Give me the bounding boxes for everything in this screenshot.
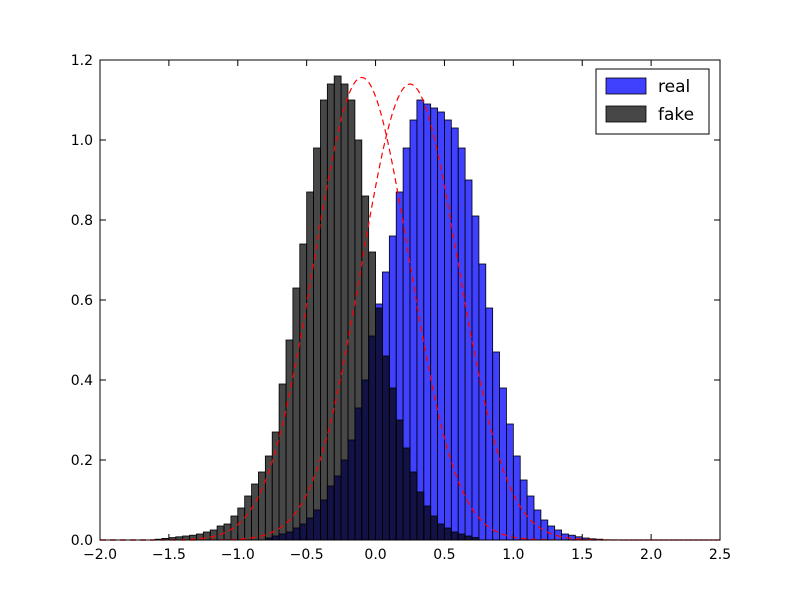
x-tick-label: 2.5: [709, 547, 731, 563]
histogram-bar-fake: [202, 531, 211, 541]
histogram-bar-real: [492, 351, 500, 541]
histogram-bar-fake: [271, 431, 280, 541]
histogram-bar-fake: [450, 531, 459, 541]
histogram-bar-fake: [368, 251, 376, 541]
histogram-bar-fake: [278, 383, 287, 541]
legend-swatch-real: [605, 77, 647, 95]
histogram-bar-fake: [244, 495, 252, 541]
histogram-bar-fake: [423, 505, 432, 541]
histogram-bar-fake: [223, 523, 232, 541]
histogram-bar-fake: [320, 99, 328, 541]
histogram-bar-fake: [264, 455, 273, 541]
y-tick-label: 0.4: [71, 373, 93, 389]
histogram-bar-fake: [464, 535, 473, 541]
histogram-bar-real: [533, 509, 542, 541]
histogram-bar-real: [526, 495, 535, 541]
histogram-bar-fake: [437, 523, 445, 541]
y-tick-label: 0.0: [71, 533, 93, 549]
histogram-bar-real: [416, 99, 425, 541]
x-tick-label: 1.0: [502, 547, 524, 563]
y-tick-label: 0.2: [71, 453, 93, 469]
legend-swatch-fake: [605, 105, 647, 123]
histogram-bar-real: [450, 127, 459, 541]
histogram-bar-fake: [375, 307, 383, 541]
histogram-bar-fake: [251, 483, 259, 541]
histogram-bar-fake: [354, 139, 363, 541]
histogram-bar-real: [499, 387, 507, 541]
histogram-bar-fake: [409, 471, 418, 541]
x-tick-label: 0.0: [364, 547, 386, 563]
histogram-bar-real: [554, 529, 562, 541]
x-tick-label: 0.5: [433, 547, 455, 563]
histogram-bar-fake: [416, 491, 425, 541]
y-tick-label: 0.6: [71, 293, 93, 309]
histogram-bar-fake: [230, 515, 239, 541]
x-tick-label: −2.0: [83, 547, 117, 563]
histogram-bar-fake: [209, 529, 218, 541]
histogram-bar-fake: [388, 387, 397, 541]
histogram-bar-fake: [402, 447, 411, 541]
histogram-bar-fake: [444, 527, 452, 541]
legend-label-fake: fake: [658, 105, 694, 125]
histogram-bar-fake: [340, 83, 349, 541]
histogram-bar-fake: [382, 355, 390, 541]
x-tick-label: 2.0: [640, 547, 662, 563]
histogram-bar-fake: [333, 75, 342, 541]
x-tick-label: −0.5: [290, 547, 324, 563]
x-tick-label: −1.0: [221, 547, 255, 563]
histogram-bar-fake: [361, 195, 370, 541]
histogram-bar-fake: [326, 83, 335, 541]
histogram-bar-real: [430, 107, 438, 541]
histogram-bar-real: [444, 119, 452, 541]
y-tick-label: 0.8: [71, 213, 93, 229]
y-tick-label: 1.0: [71, 133, 93, 149]
histogram-bar-fake: [292, 287, 301, 541]
histogram-bar-real: [512, 455, 521, 541]
histogram-bar-real: [561, 533, 569, 541]
histogram-bar-real: [471, 215, 480, 541]
legend-box: [595, 68, 710, 135]
histogram-bar-fake: [457, 533, 466, 541]
histogram-bar-real: [457, 147, 466, 541]
histogram-bar-real: [437, 111, 445, 541]
x-tick-label: −1.5: [152, 547, 186, 563]
legend-label-real: real: [658, 77, 690, 97]
histogram-bar-real: [540, 519, 549, 541]
histogram-bar-fake: [285, 339, 294, 541]
histogram-bar-fake: [395, 419, 404, 541]
y-tick-label: 1.2: [71, 53, 93, 69]
histogram-bar-real: [519, 479, 528, 541]
axes: −2.0 −1.5 −1.0 −0.5 0.0 0.5 1.0 1.5 2.0 2.5 0.0 0.2…: [71, 53, 731, 563]
histogram-bar-fake: [313, 147, 321, 541]
histogram-bar-fake: [196, 533, 204, 541]
histogram-bar-real: [423, 103, 432, 541]
x-tick-label: 1.5: [571, 547, 593, 563]
histogram-bar-real: [464, 179, 473, 541]
histogram-bar-fake: [430, 515, 438, 541]
legend: real fake: [595, 68, 710, 135]
